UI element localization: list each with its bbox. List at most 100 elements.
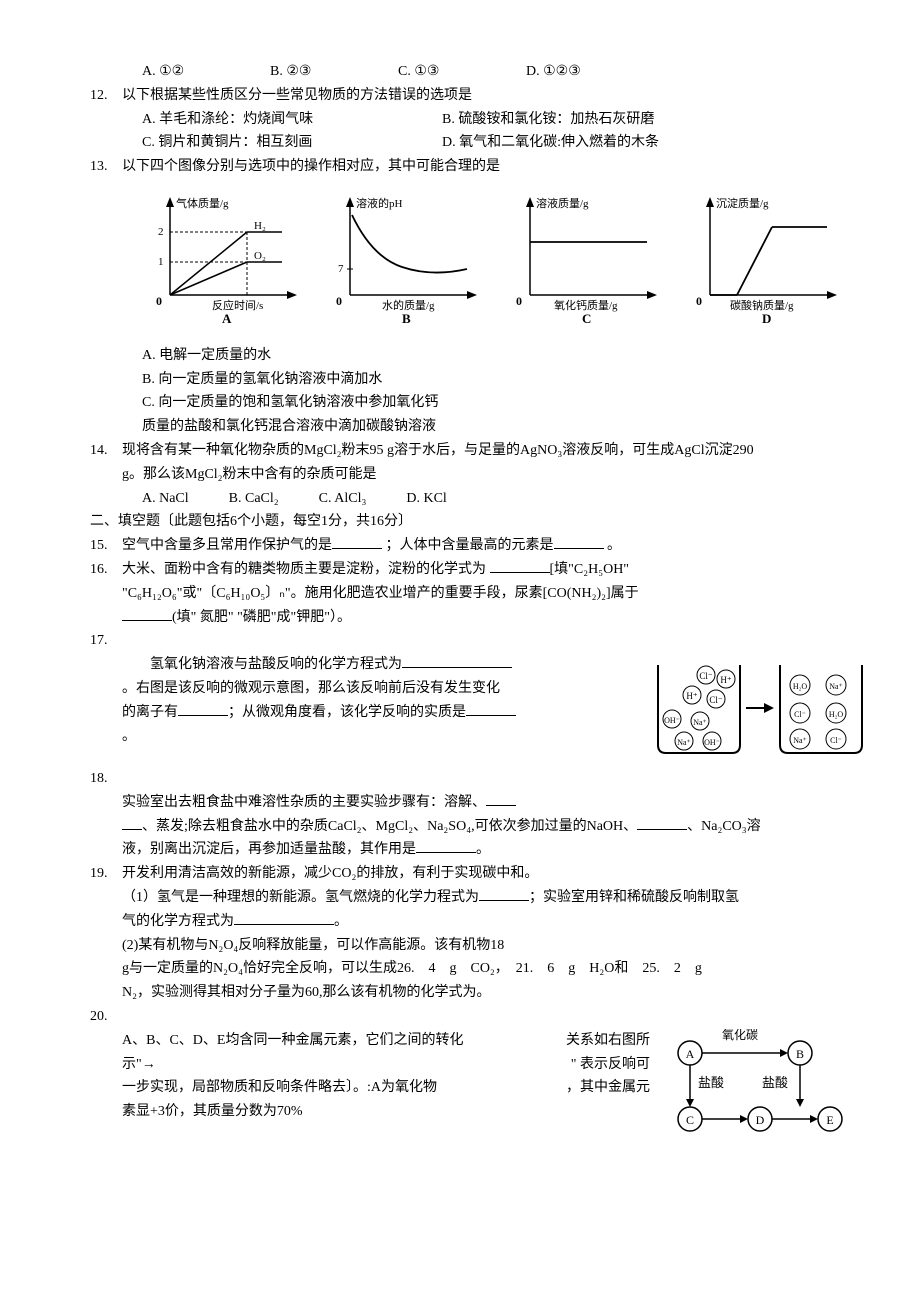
q19-p2cend: 。 bbox=[477, 985, 491, 1000]
q12-stem: 以下根据某些性质区分一些常见物质的方法错误的选项是 bbox=[122, 84, 870, 108]
q12-optC: C. 铜片和黄铜片：相互刻画 bbox=[142, 131, 442, 155]
svg-text:Na⁺: Na⁺ bbox=[677, 738, 691, 747]
section2-header: 二、填空题〔此题包括6个小题，每空1分，共16分〕 bbox=[50, 510, 870, 534]
q13-optA: A. 电解一定质量的水 bbox=[50, 344, 870, 368]
svg-text:A: A bbox=[686, 1047, 695, 1061]
q20-line1: A、B、C、D、E均含同一种金属元素，它们之间的转化 关系如右图所 bbox=[122, 1029, 650, 1053]
chart-A: 气体质量/g 反应时间/s 2 1 H₂ O₂ 0 A bbox=[142, 187, 312, 336]
chartB-ylabel: 溶液的pH bbox=[356, 196, 402, 210]
svg-text:A: A bbox=[222, 311, 232, 326]
blank bbox=[332, 535, 382, 549]
q17-wrap: 氢氧化钠溶液与盐酸反响的化学方程式为 。右图是该反响的微观示意图，那么该反响前后… bbox=[50, 653, 870, 767]
q18-line3t: 液，别离出沉淀后，再参加适量盐酸，其作用是 bbox=[122, 842, 416, 857]
q16-line3: (填" 氮肥" "磷肥"成"钾肥"）。 bbox=[50, 606, 870, 630]
q14-stem2: g。那么该MgCl₂粉末中含有的杂质可能是 bbox=[50, 463, 870, 487]
svg-text:7: 7 bbox=[338, 263, 344, 275]
q18-line3: 液，别离出沉淀后，再参加适量盐酸，其作用是 。 bbox=[50, 838, 870, 862]
svg-text:Cl⁻: Cl⁻ bbox=[794, 710, 806, 719]
svg-text:0: 0 bbox=[516, 294, 522, 308]
q11-optC: C. ①③ bbox=[398, 60, 508, 84]
q12-number: 12. bbox=[90, 84, 122, 108]
blank bbox=[416, 839, 476, 853]
q15-stem2: ；人体中含量最高的元素是 bbox=[386, 538, 554, 553]
q18-line2: 、蒸发;除去粗食盐水中的杂质CaCl₂、MgCl₂、Na₂SO₄,可依次参加过量… bbox=[50, 815, 870, 839]
blank bbox=[637, 816, 687, 830]
q20-line2: 示"→ " 表示反响可 bbox=[122, 1053, 650, 1077]
svg-text:C: C bbox=[582, 311, 591, 326]
svg-text:盐酸: 盐酸 bbox=[762, 1075, 788, 1090]
svg-text:E: E bbox=[826, 1113, 833, 1127]
q17-line4: 。 bbox=[122, 725, 642, 749]
q14-options: A. NaCl B. CaCl₂ C. AlCl₃ D. KCl bbox=[50, 487, 870, 511]
q17-line1: 氢氧化钠溶液与盐酸反响的化学方程式为 bbox=[122, 653, 642, 677]
svg-text:O₂: O₂ bbox=[254, 250, 266, 262]
q13-optD: 质量的盐酸和氯化钙混合溶液中滴加碳酸钠溶液 bbox=[50, 415, 870, 439]
q12-optB: B. 硫酸铵和氯化铵：加热石灰研磨 bbox=[442, 108, 654, 132]
q19-p1d: 。 bbox=[334, 914, 348, 929]
q16-line2: "C₆H₁₂O₆"或"〔C₆H₁₀O₅〕ₙ"。施用化肥造农业增产的重要手段，尿素… bbox=[50, 582, 870, 606]
q20-body: 氧化碳 A B 盐酸 盐酸 C D E A、B、C、D、E均含同一种金属元素，它… bbox=[50, 1029, 870, 1148]
q16-line1b: [填"C₂H₅OH" bbox=[550, 562, 630, 577]
q11-optD: D. ①②③ bbox=[526, 60, 636, 84]
q19-stem: 开发利用清洁高效的新能源，减少CO₂的排放，有利于实现碳中和。 bbox=[122, 862, 870, 886]
q11-optA: A. ①② bbox=[142, 60, 252, 84]
q16-line1a: 大米、面粉中含有的糖类物质主要是淀粉，淀粉的化学式为 bbox=[122, 562, 490, 577]
q16: 16. 大米、面粉中含有的糖类物质主要是淀粉，淀粉的化学式为 [填"C₂H₅OH… bbox=[50, 558, 870, 582]
q15-body: 空气中含量多且常用作保护气的是 ；人体中含量最高的元素是 。 bbox=[122, 534, 870, 558]
q11-optB: B. ②③ bbox=[270, 60, 380, 84]
svg-text:OH⁻: OH⁻ bbox=[664, 716, 680, 725]
svg-text:Na⁺: Na⁺ bbox=[829, 682, 843, 691]
q17-line1t: 氢氧化钠溶液与盐酸反响的化学方程式为 bbox=[150, 657, 402, 672]
q18-num: 18. bbox=[50, 767, 870, 791]
svg-text:B: B bbox=[796, 1047, 804, 1061]
blank bbox=[466, 702, 516, 716]
svg-text:0: 0 bbox=[336, 294, 342, 308]
q19-p1a: （1）氢气是一种理想的新能源。氢气燃烧的化学力程式为 bbox=[122, 890, 479, 905]
q13: 13. 以下四个图像分别与选项中的操作相对应，其中可能合理的是 bbox=[50, 155, 870, 179]
q20-line1b: 关系如右图所 bbox=[566, 1029, 650, 1053]
svg-text:盐酸: 盐酸 bbox=[698, 1075, 724, 1090]
q13-stem: 以下四个图像分别与选项中的操作相对应，其中可能合理的是 bbox=[122, 155, 870, 179]
svg-text:H⁺: H⁺ bbox=[686, 691, 697, 701]
chart-C: 溶液质量/g 氧化钙质量/g 0 C bbox=[502, 187, 672, 336]
blank bbox=[402, 654, 512, 668]
q17-diagram: Cl⁻ H⁺ H⁺ Cl⁻ OH⁻ Na⁺ Na⁺ OH⁻ H₂O Na⁺ Cl… bbox=[650, 653, 870, 767]
q14-optB: B. CaCl₂ bbox=[229, 487, 279, 511]
chartC-ylabel: 溶液质量/g bbox=[536, 196, 589, 210]
blank bbox=[490, 559, 550, 573]
q17-number: 17. bbox=[90, 629, 122, 653]
q20-line3b: ，其中金属元 bbox=[566, 1076, 650, 1100]
q17-num: 17. bbox=[50, 629, 870, 653]
q12: 12. 以下根据某些性质区分一些常见物质的方法错误的选项是 bbox=[50, 84, 870, 108]
q13-number: 13. bbox=[90, 155, 122, 179]
q14-optD: D. KCl bbox=[406, 487, 446, 511]
svg-text:B: B bbox=[402, 311, 411, 326]
svg-text:H₂O: H₂O bbox=[793, 682, 808, 691]
q19-p2ct: N₂，实验测得其相对分子量为60,那么该有机物的化学式为 bbox=[122, 985, 477, 1000]
svg-text:Na⁺: Na⁺ bbox=[793, 736, 807, 745]
q14-optA: A. NaCl bbox=[142, 487, 189, 511]
chartD-xlabel: 碳酸钠质量/g bbox=[730, 298, 794, 312]
svg-text:D: D bbox=[762, 311, 771, 326]
q14: 14. 现将含有某一种氧化物杂质的MgCl₂粉末95 g溶于水后，与足量的AgN… bbox=[50, 439, 870, 463]
q15-number: 15. bbox=[90, 534, 122, 558]
q12-row2: C. 铜片和黄铜片：相互刻画 D. 氧气和二氧化碳:伸入燃着的木条 bbox=[50, 131, 870, 155]
q19-p2b: g与一定质量的N₂O₄恰好完全反响，可以生成26. 4 g CO₂， 21. 6… bbox=[50, 957, 870, 981]
q19-p1b: ；实验室用锌和稀硫酸反响制取氢 bbox=[529, 890, 739, 905]
svg-text:0: 0 bbox=[696, 294, 702, 308]
q19-p2c: N₂，实验测得其相对分子量为60,那么该有机物的化学式为。 bbox=[50, 981, 870, 1005]
q17-line2: 。右图是该反响的微观示意图，那么该反响前后没有发生变化 bbox=[122, 677, 642, 701]
q12-optA: A. 羊毛和涤纶：灼烧闻气味 bbox=[142, 108, 442, 132]
q16-body: 大米、面粉中含有的糖类物质主要是淀粉，淀粉的化学式为 [填"C₂H₅OH" bbox=[122, 558, 870, 582]
svg-text:Cl⁻: Cl⁻ bbox=[709, 695, 723, 705]
q14-stem1: 现将含有某一种氧化物杂质的MgCl₂粉末95 g溶于水后，与足量的AgNO₃溶液… bbox=[122, 439, 870, 463]
chartC-xlabel: 氧化钙质量/g bbox=[554, 298, 618, 312]
svg-text:OH⁻: OH⁻ bbox=[704, 738, 720, 747]
q18-line3end: 。 bbox=[476, 842, 490, 857]
q20-diagram: 氧化碳 A B 盐酸 盐酸 C D E bbox=[660, 1029, 870, 1148]
q12-row1: A. 羊毛和涤纶：灼烧闻气味 B. 硫酸铵和氯化铵：加热石灰研磨 bbox=[50, 108, 870, 132]
blank bbox=[486, 792, 516, 806]
q17-line3b: ；从微观角度看，该化学反响的实质是 bbox=[228, 705, 466, 720]
svg-text:Cl⁻: Cl⁻ bbox=[699, 671, 713, 681]
svg-text:Cl⁻: Cl⁻ bbox=[830, 736, 842, 745]
